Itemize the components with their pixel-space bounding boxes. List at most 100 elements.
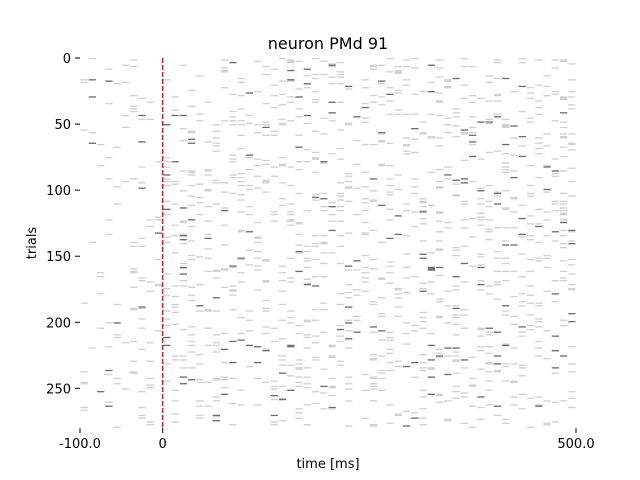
spike-mark [287, 79, 295, 81]
spike-mark [221, 348, 229, 351]
spike-mark [105, 219, 113, 221]
spike-mark [502, 244, 510, 246]
spike-mark [262, 191, 270, 193]
spike-mark [402, 343, 411, 345]
spike-mark [320, 392, 328, 394]
spike-mark [229, 174, 237, 176]
spike-mark [402, 209, 411, 212]
spike-mark [551, 209, 559, 212]
spike-mark [237, 180, 245, 183]
spike-mark [477, 327, 485, 329]
spike-mark [212, 277, 221, 279]
y-tick-label: 150 [46, 250, 71, 265]
spike-mark [411, 417, 419, 419]
spike-mark [369, 331, 378, 333]
spike-mark [80, 381, 88, 384]
spike-mark [196, 305, 204, 307]
spike-mark [386, 369, 394, 372]
spike-mark [568, 258, 576, 261]
spike-mark [171, 161, 179, 163]
spike-mark [543, 165, 551, 167]
spike-mark [229, 61, 237, 64]
spike-mark [237, 257, 245, 259]
spike-mark [485, 200, 493, 203]
spike-mark [361, 171, 369, 173]
spike-mark [411, 138, 419, 140]
spike-mark [386, 339, 394, 341]
spike-mark [568, 229, 576, 232]
spike-mark [328, 377, 336, 380]
spike-mark [559, 213, 568, 216]
spike-mark [526, 184, 535, 187]
spike-mark [336, 324, 345, 327]
spike-mark [435, 145, 444, 147]
spike-mark [303, 83, 311, 85]
spike-mark [402, 150, 411, 152]
spike-mark [485, 122, 493, 125]
spike-mark [402, 266, 411, 269]
spike-mark [369, 101, 378, 103]
spike-mark [163, 180, 171, 183]
spike-mark [477, 216, 485, 218]
spike-mark [138, 348, 146, 351]
spike-mark [493, 283, 502, 286]
spike-mark [278, 359, 287, 361]
spike-mark [204, 220, 212, 222]
spike-mark [130, 270, 138, 273]
spike-mark [526, 239, 535, 241]
spike-mark [130, 65, 138, 68]
spike-mark [130, 105, 138, 107]
spike-mark [452, 372, 460, 374]
spike-mark [402, 203, 411, 205]
spike-mark [493, 371, 502, 373]
spike-mark [402, 59, 411, 61]
spike-mark [535, 355, 543, 357]
spike-mark [427, 393, 435, 395]
spike-mark [204, 170, 212, 172]
spike-mark [485, 380, 493, 382]
spike-mark [535, 223, 543, 225]
spike-mark [460, 133, 469, 135]
spike-mark [427, 204, 435, 206]
spike-mark [469, 385, 477, 388]
spike-mark [278, 204, 287, 206]
spike-mark [179, 235, 187, 237]
spike-mark [510, 396, 518, 398]
spike-mark [262, 179, 270, 181]
spike-mark [419, 354, 427, 356]
spike-mark [229, 158, 237, 160]
spike-mark [221, 87, 229, 89]
spike-mark [419, 311, 427, 314]
spike-mark [221, 69, 229, 72]
spike-mark [254, 361, 262, 364]
spike-mark [444, 290, 452, 292]
spike-mark [427, 266, 435, 269]
spike-mark [229, 402, 237, 405]
spike-mark [510, 323, 518, 325]
spike-mark [493, 77, 502, 80]
spike-mark [270, 95, 278, 97]
spike-mark [336, 76, 345, 78]
spike-mark [113, 186, 121, 188]
spike-mark [295, 60, 303, 62]
spike-mark [295, 252, 303, 254]
spike-mark [237, 211, 245, 213]
spike-mark [212, 379, 221, 381]
spike-mark [419, 223, 427, 225]
spike-mark [394, 233, 402, 236]
spike-mark [452, 323, 460, 325]
spike-mark [320, 243, 328, 245]
spike-mark [369, 376, 378, 378]
spike-mark [130, 360, 138, 362]
x-tick-label: 500.0 [557, 437, 594, 452]
spike-mark [394, 289, 402, 291]
spike-mark [477, 418, 485, 421]
spike-mark [303, 68, 311, 70]
spike-mark [221, 269, 229, 271]
spike-mark [262, 124, 270, 126]
spike-mark [295, 363, 303, 365]
spike-mark [568, 397, 576, 399]
spike-mark [163, 287, 171, 290]
spike-mark [435, 211, 444, 213]
spike-mark [237, 124, 245, 126]
